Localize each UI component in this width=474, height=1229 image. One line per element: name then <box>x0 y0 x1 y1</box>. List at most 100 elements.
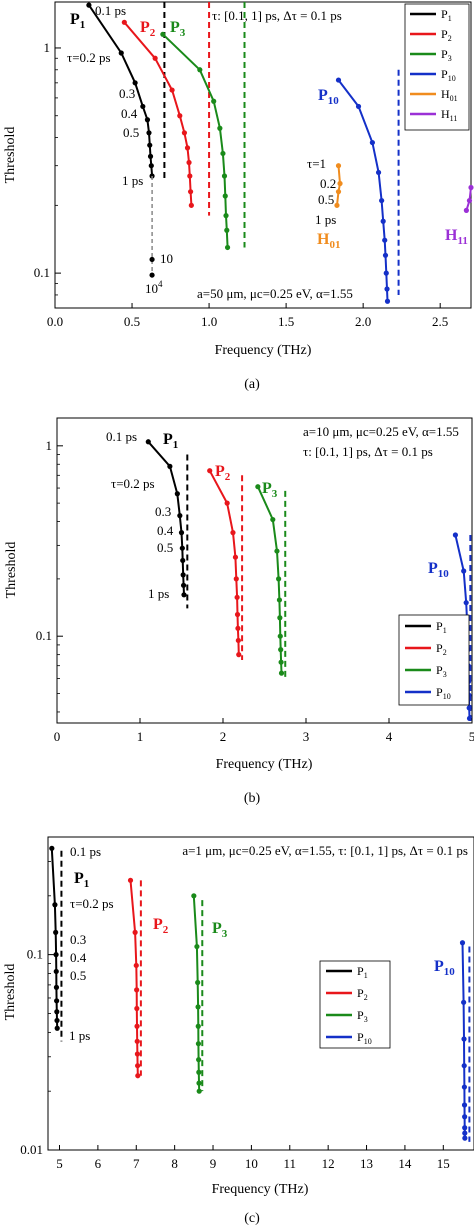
caption-c: (c) <box>244 1211 260 1226</box>
data-point <box>54 1025 60 1031</box>
data-point <box>230 530 236 536</box>
caption-b: (b) <box>244 791 261 806</box>
annotation-p1-0.2ps-c: τ=0.2 ps <box>70 896 114 911</box>
x-tick-label: 6 <box>95 1156 102 1171</box>
legend-entry: P1 <box>357 964 368 980</box>
annotation-p1-0.1ps-b: 0.1 ps <box>106 429 137 444</box>
data-point <box>234 594 240 600</box>
data-point <box>235 625 241 631</box>
annotation-p1-0.5-a: 0.5 <box>123 125 139 140</box>
data-point <box>383 270 389 276</box>
series-line <box>147 441 185 595</box>
data-point <box>233 576 239 582</box>
legend-entry: P1 <box>436 619 447 635</box>
plot-frame-a <box>54 1 472 309</box>
data-point <box>196 1057 202 1063</box>
data-point <box>224 227 230 233</box>
legend-entry: P2 <box>357 986 368 1002</box>
data-point <box>160 31 166 37</box>
annotation-params-a: a=50 μm, μc=0.25 eV, α=1.55 <box>197 286 353 301</box>
data-point <box>255 484 261 490</box>
x-tick-label: 11 <box>284 1156 297 1171</box>
data-point <box>187 189 194 195</box>
data-point <box>217 125 223 131</box>
data-point <box>207 468 213 474</box>
data-point <box>144 117 151 123</box>
x-tick-label: 7 <box>133 1156 140 1171</box>
series-line <box>162 33 229 248</box>
data-point <box>461 568 467 574</box>
y-tick-label: 0.1 <box>27 947 43 962</box>
data-point <box>191 893 197 899</box>
y-tick-label: 0.1 <box>36 628 52 643</box>
data-point <box>277 615 283 621</box>
legend-entry: P2 <box>441 27 452 43</box>
data-point <box>53 952 59 958</box>
data-point <box>278 670 285 676</box>
data-point <box>174 491 180 497</box>
legend-entry: P1 <box>441 7 452 23</box>
data-point <box>278 647 284 653</box>
data-point <box>335 163 342 169</box>
data-point <box>135 1073 141 1079</box>
data-point <box>223 213 229 219</box>
data-point <box>334 202 340 208</box>
data-point <box>194 943 200 950</box>
data-point <box>184 145 191 151</box>
data-point <box>167 463 173 469</box>
x-tick-label: 3 <box>303 729 310 744</box>
data-point <box>186 159 192 166</box>
data-point <box>152 55 158 61</box>
legend-c: P1 P2 P3 P10 <box>319 960 391 1049</box>
data-point <box>196 1088 202 1094</box>
legend-entry: P10 <box>441 67 456 83</box>
chart-panel-c: 5 6 7 8 9 10 11 12 13 14 15 0.01 0.1 Frequency (THz… <box>3 836 474 1226</box>
data-point <box>118 50 124 56</box>
plot-frame-c <box>47 836 474 1151</box>
legend-entry: P3 <box>441 47 452 63</box>
series-label-p3-c: P3 <box>212 920 228 940</box>
data-point <box>236 652 242 658</box>
x-tick-label: 5 <box>469 729 474 744</box>
data-point <box>462 1130 468 1136</box>
data-point <box>274 548 280 554</box>
data-point <box>149 272 155 278</box>
data-point <box>276 597 283 603</box>
data-point <box>375 169 382 176</box>
data-point <box>134 1038 140 1044</box>
data-point <box>134 1023 140 1029</box>
data-point <box>53 968 59 975</box>
annotation-p1-0.3-c: 0.3 <box>70 932 86 947</box>
annotation-h01-1ps-a: 1 ps <box>315 212 336 227</box>
data-point <box>224 500 230 506</box>
data-point <box>459 940 466 946</box>
data-point <box>466 715 473 722</box>
x-tick-label: 5 <box>56 1156 63 1171</box>
data-point <box>276 576 282 582</box>
y-tick-label: 0.01 <box>20 1142 43 1157</box>
x-tick-label: 15 <box>437 1156 450 1171</box>
x-tick-label: 1 <box>137 729 144 744</box>
x-tick-label: 8 <box>171 1156 178 1171</box>
data-point <box>134 987 140 993</box>
data-point <box>466 705 472 711</box>
data-point <box>149 256 155 263</box>
data-point <box>196 1069 202 1075</box>
data-point <box>462 1125 468 1131</box>
x-axis-label-c: Frequency (THz) <box>212 1182 309 1197</box>
data-point <box>461 1036 467 1042</box>
data-point <box>369 139 375 146</box>
annotation-p1-0.3-b: 0.3 <box>155 504 171 519</box>
data-point <box>355 103 362 110</box>
caption-a: (a) <box>244 377 260 392</box>
data-point <box>180 582 187 588</box>
data-point <box>468 184 474 191</box>
data-point <box>180 557 186 564</box>
data-point <box>140 103 146 110</box>
series-label-p10-a: P10 <box>318 87 339 107</box>
annotation-p1-0.1ps-c: 0.1 ps <box>70 844 101 859</box>
data-point <box>452 532 458 538</box>
series-label-p2-b: P2 <box>215 463 231 483</box>
x-tick-label: 2.0 <box>355 314 371 329</box>
annotation-tau-range-b: τ: [0.1, 1] ps, Δτ = 0.1 ps <box>303 444 433 459</box>
